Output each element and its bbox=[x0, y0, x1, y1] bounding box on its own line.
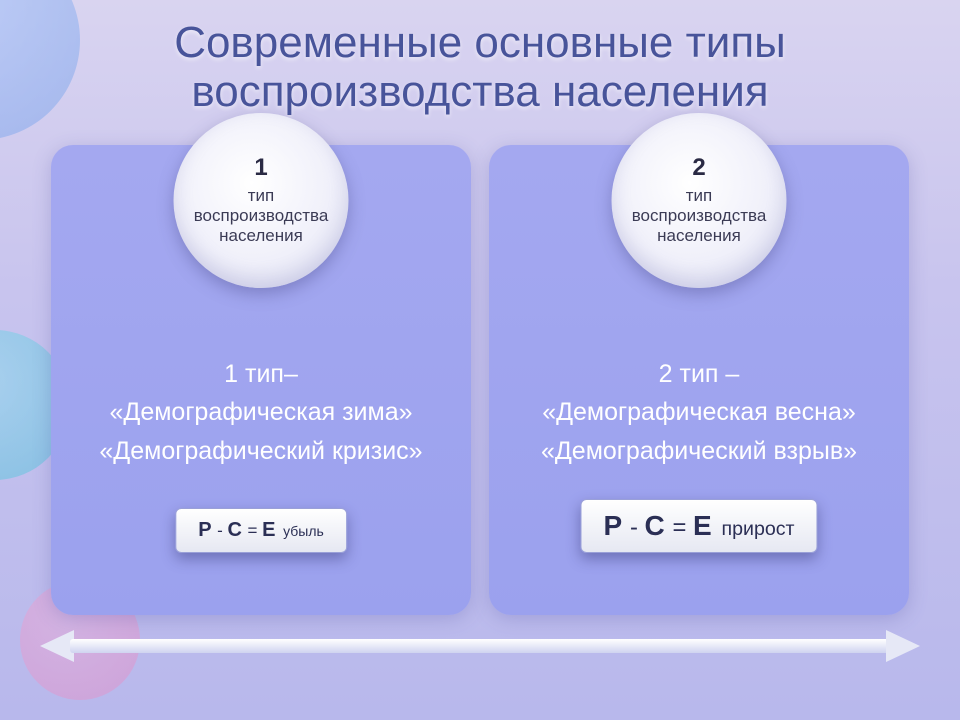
circle-label: тип воспроизводства населения bbox=[186, 186, 337, 246]
formula-E: Е bbox=[262, 519, 275, 541]
formula-suffix: убыль bbox=[283, 523, 324, 539]
formula-suffix: прирост bbox=[721, 518, 794, 540]
body-line: «Демографический кризис» bbox=[65, 432, 457, 471]
formula-E: Е bbox=[693, 510, 712, 541]
minus-sign: - bbox=[630, 514, 645, 541]
card-body: 2 тип – «Демографическая весна» «Демогра… bbox=[489, 355, 909, 471]
card-body: 1 тип– «Демографическая зима» «Демографи… bbox=[51, 355, 471, 471]
arrow-head-left bbox=[40, 630, 74, 662]
cards-row: 1 тип воспроизводства населения 1 тип– «… bbox=[0, 145, 960, 615]
card-type-1: 1 тип воспроизводства населения 1 тип– «… bbox=[51, 145, 471, 615]
arrow-body bbox=[70, 639, 890, 653]
body-line: «Демографическая зима» bbox=[65, 393, 457, 432]
double-arrow bbox=[40, 635, 920, 657]
circle-number: 1 bbox=[254, 154, 267, 182]
formula-box: Р - С = Е прирост bbox=[580, 499, 817, 553]
card-circle: 1 тип воспроизводства населения bbox=[174, 113, 349, 288]
card-circle: 2 тип воспроизводства населения bbox=[612, 113, 787, 288]
card-type-2: 2 тип воспроизводства населения 2 тип – … bbox=[489, 145, 909, 615]
body-line: 1 тип– bbox=[65, 355, 457, 394]
body-line: «Демографическая весна» bbox=[503, 393, 895, 432]
formula-C: С bbox=[644, 510, 664, 541]
arrow-head-right bbox=[886, 630, 920, 662]
page-title: Современные основные типы воспроизводств… bbox=[0, 0, 960, 117]
circle-label: тип воспроизводства населения bbox=[624, 186, 775, 246]
formula-P: Р bbox=[603, 510, 622, 541]
circle-number: 2 bbox=[692, 154, 705, 182]
equals-sign: = bbox=[673, 514, 694, 541]
formula-C: С bbox=[228, 519, 242, 541]
formula-P: Р bbox=[198, 519, 211, 541]
body-line: «Демографический взрыв» bbox=[503, 432, 895, 471]
equals-sign: = bbox=[248, 521, 263, 540]
formula-box: Р - С = Е убыль bbox=[175, 508, 347, 553]
minus-sign: - bbox=[217, 521, 227, 540]
body-line: 2 тип – bbox=[503, 355, 895, 394]
